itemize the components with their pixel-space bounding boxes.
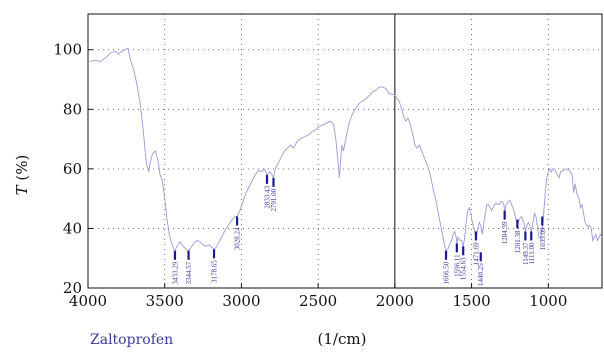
- peak-annotation: 1149.37: [522, 231, 530, 265]
- plot-frame: [87, 13, 603, 289]
- peak-annotation: 1111.00: [528, 231, 536, 264]
- spectrum-line: [87, 47, 603, 252]
- peak-annotation: 1440.25: [477, 252, 485, 286]
- y-axis-symbol: T: [13, 184, 31, 195]
- y-axis-title: T (%): [13, 155, 31, 196]
- peak-annotation: 2833.43: [263, 174, 271, 209]
- peak-label: 1111.00: [528, 242, 536, 264]
- peak-annotation: 1284.39: [501, 210, 509, 244]
- peak-annotation: 3344.57: [185, 250, 193, 285]
- y-tick-labels: 20 40 60 80 100: [53, 41, 82, 297]
- peak-annotation: 3028.24: [234, 216, 242, 250]
- peak-label: 1201.38: [514, 230, 522, 253]
- peak-label: 1596.11: [453, 254, 461, 277]
- y-tick-label: 20: [63, 279, 82, 297]
- peak-label: 3178.65: [211, 260, 219, 283]
- peak-annotation: 2791.00: [270, 177, 278, 212]
- x-tick-label: 4000: [69, 292, 107, 310]
- y-tick-label: 40: [63, 219, 82, 237]
- peak-label: 1284.39: [501, 221, 509, 244]
- x-tick-label: 3500: [146, 292, 184, 310]
- axis-ticks: [87, 49, 549, 289]
- peak-annotation: 1201.38: [514, 219, 522, 253]
- x-tick-label: 2500: [299, 292, 337, 310]
- x-tick-label: 1500: [452, 292, 490, 310]
- peak-annotation: 3433.29: [171, 250, 179, 285]
- peak-label: 1471.69: [472, 242, 480, 265]
- y-tick-label: 60: [63, 160, 82, 178]
- peak-label: 3344.57: [185, 261, 193, 284]
- x-tick-label: 2000: [376, 292, 414, 310]
- y-tick-label: 100: [53, 41, 82, 59]
- y-axis-unit: (%): [13, 155, 31, 186]
- peak-annotation: 1666.50: [443, 250, 451, 285]
- peak-label: 1554.63: [460, 257, 468, 280]
- peak-annotation: 1554.63: [460, 246, 468, 280]
- peak-label: 1440.25: [477, 263, 485, 286]
- peak-label: 2833.43: [263, 185, 271, 208]
- peak-label: 1666.50: [443, 261, 451, 284]
- peak-label: 3433.29: [171, 261, 179, 284]
- x-tick-labels: 4000 3500 3000 2500 2000 1500 1000: [69, 292, 567, 310]
- peak-annotation: 1039.09: [539, 216, 547, 250]
- peak-annotation: 1471.69: [472, 231, 480, 265]
- peak-annotation: 3178.65: [211, 249, 219, 283]
- sample-name-label: Zaltoprofen: [90, 332, 173, 348]
- peak-label: 1039.09: [539, 227, 547, 250]
- y-tick-label: 80: [63, 100, 82, 118]
- peak-label: 1149.37: [522, 242, 530, 265]
- x-tick-label: 1000: [529, 292, 567, 310]
- x-tick-label: 3000: [222, 292, 260, 310]
- peak-markers: 3433.29 3344.57 3178.65 3028.24 2833.432791.…: [171, 174, 547, 286]
- peak-annotation: 1596.11: [453, 243, 461, 277]
- peak-label: 2791.00: [270, 188, 278, 211]
- x-axis-title: (1/cm): [318, 330, 367, 348]
- peak-label: 3028.24: [234, 227, 242, 250]
